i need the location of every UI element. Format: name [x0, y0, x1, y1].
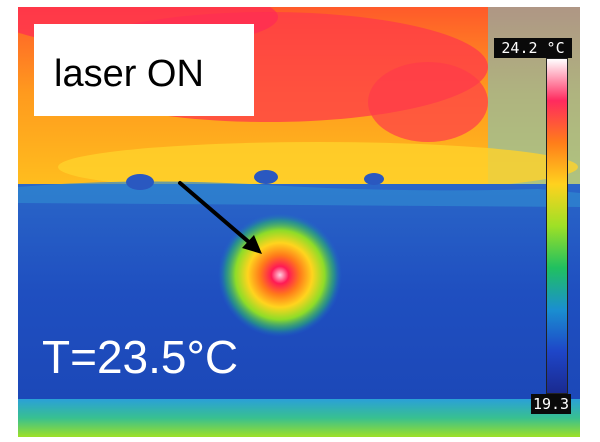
lower-region: [18, 399, 580, 437]
color-scale-bar: [546, 58, 568, 394]
scale-max-label: 24.2 °C: [494, 38, 572, 58]
warm-glow: [58, 142, 578, 192]
bump: [254, 170, 278, 184]
arrow-line: [178, 181, 252, 245]
thermal-image: [18, 7, 580, 437]
bump: [364, 173, 384, 185]
bump: [126, 174, 154, 190]
annotation-label-box: [34, 24, 254, 116]
annotation-label: laser ON: [54, 53, 204, 95]
scale-min-label: 19.3: [531, 394, 571, 414]
temperature-label: T=23.5°C: [42, 331, 239, 383]
band-edge: [18, 181, 580, 207]
arrow-head: [242, 235, 262, 254]
hot-region: [368, 62, 488, 142]
thermal-scene: [18, 7, 580, 437]
